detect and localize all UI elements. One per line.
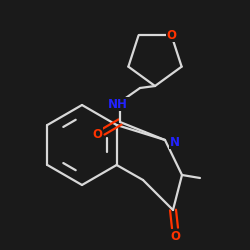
Text: O: O	[166, 29, 176, 42]
Text: O: O	[92, 128, 102, 140]
Text: N: N	[170, 136, 180, 148]
Text: NH: NH	[108, 98, 128, 110]
Text: O: O	[170, 230, 180, 242]
